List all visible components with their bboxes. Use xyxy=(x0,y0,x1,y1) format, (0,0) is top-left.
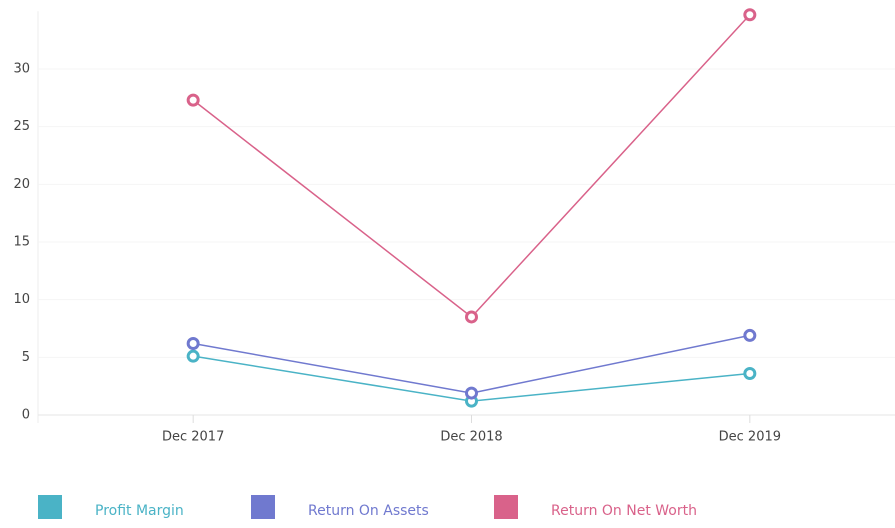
y-tick-label: 25 xyxy=(13,119,30,134)
legend-swatch xyxy=(494,495,518,519)
y-tick-label: 0 xyxy=(22,408,30,423)
x-tick-label: Dec 2018 xyxy=(440,430,502,445)
y-tick-label: 30 xyxy=(13,61,30,76)
legend-swatch xyxy=(251,495,275,519)
y-tick-label: 10 xyxy=(13,292,30,307)
point xyxy=(186,349,200,363)
legend-swatch xyxy=(38,495,62,519)
point xyxy=(743,328,757,342)
point xyxy=(186,93,200,107)
point xyxy=(465,310,478,324)
x-tick-label: Dec 2019 xyxy=(719,430,781,445)
point xyxy=(465,386,478,400)
line xyxy=(193,334,750,394)
x-tick-label: Dec 2017 xyxy=(162,430,224,445)
legend-label: Return On Net Worth xyxy=(551,503,697,519)
y-tick-label: 20 xyxy=(13,177,30,192)
line xyxy=(192,14,751,318)
point xyxy=(186,336,200,350)
y-tick-label: 5 xyxy=(22,350,30,365)
point xyxy=(743,8,757,22)
legend-label: Profit Margin xyxy=(95,503,184,519)
legend-label: Return On Assets xyxy=(308,503,429,519)
y-tick-label: 15 xyxy=(13,234,30,249)
point xyxy=(743,366,757,380)
